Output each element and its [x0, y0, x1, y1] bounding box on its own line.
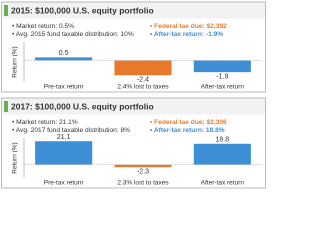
note: • Federal tax due: $2,392 [150, 23, 227, 30]
y-axis-label: Return (%) [12, 46, 19, 77]
note: • Avg. 2015 fund taxable distribution: 1… [12, 31, 134, 38]
note: • Market return: 21.1% [12, 119, 78, 126]
x-tick-label: 2.3% lost to taxes [117, 180, 169, 187]
x-tick-label: After-tax return [201, 84, 245, 91]
note: • Market return: 0.5% [12, 23, 74, 30]
bar [35, 141, 93, 165]
note: • After-tax return: -1.9% [150, 31, 223, 38]
panel-title: 2015: $100,000 U.S. equity portfolio [11, 5, 154, 15]
bar [193, 60, 251, 73]
bar [193, 143, 251, 165]
x-tick-label: Pre-tax return [44, 84, 84, 91]
value-label: -2.4 [137, 77, 149, 84]
note: • Avg. 2017 fund taxable distribution: 8… [12, 127, 130, 134]
y-axis-label: Return (%) [12, 142, 19, 173]
chart: 2015: $100,000 U.S. equity portfolio • Ma… [1, 1, 266, 189]
bar [114, 164, 172, 168]
header-accent [4, 5, 8, 16]
bar [35, 57, 93, 61]
panel-title: 2017: $100,000 U.S. equity portfolio [11, 101, 154, 111]
header-band [2, 2, 265, 19]
value-label: -1.9 [216, 73, 228, 80]
header-accent [4, 101, 8, 112]
x-tick-label: 2.4% lost to taxes [117, 84, 169, 91]
value-label: 18.8 [216, 137, 230, 144]
value-label: 0.5 [59, 50, 69, 57]
header-band [2, 98, 265, 115]
note: • After-tax return: 18.8% [150, 127, 225, 134]
value-label: 21.1 [57, 134, 71, 141]
value-label: -2.3 [137, 169, 149, 176]
note: • Federal tax due: $2,306 [150, 119, 227, 126]
bar [114, 60, 172, 76]
x-tick-label: Pre-tax return [44, 180, 84, 187]
x-tick-label: After-tax return [201, 180, 245, 187]
